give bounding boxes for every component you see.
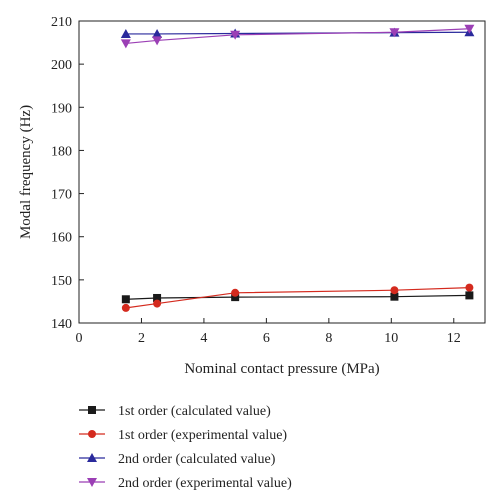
data-point <box>121 295 130 304</box>
data-point <box>465 283 474 292</box>
x-tick-label: 4 <box>200 331 207 346</box>
y-tick-label: 150 <box>51 274 72 289</box>
series-1 <box>121 291 474 304</box>
data-point <box>231 288 240 297</box>
legend-label: 1st order (calculated value) <box>118 404 271 419</box>
legend-marker <box>88 430 96 438</box>
data-point <box>231 293 240 302</box>
data-point <box>390 286 399 295</box>
data-point <box>465 291 474 300</box>
y-tick-label: 190 <box>51 101 72 116</box>
data-point <box>389 28 400 38</box>
y-tick-label: 160 <box>51 231 72 246</box>
series-line <box>125 294 470 300</box>
legend-label: 1st order (experimental value) <box>118 428 287 443</box>
legend-marker <box>87 453 97 462</box>
y-tick-label: 200 <box>51 58 72 73</box>
data-point <box>120 28 131 38</box>
series-2 <box>121 283 474 312</box>
y-tick-label: 210 <box>51 15 72 30</box>
legend-item: 2nd order (calculated value) <box>79 452 276 467</box>
x-tick-label: 2 <box>138 331 145 346</box>
data-point <box>153 299 162 308</box>
y-axis-label: Modal frequency (Hz) <box>18 105 34 239</box>
y-tick-label: 140 <box>51 317 72 332</box>
legend-item: 2nd order (experimental value) <box>79 476 292 491</box>
legend-label: 2nd order (calculated value) <box>118 452 276 467</box>
series-line <box>125 28 470 45</box>
series-4 <box>120 24 475 49</box>
data-point <box>464 24 475 34</box>
legend-marker <box>87 478 97 487</box>
legend-item: 1st order (calculated value) <box>79 404 271 419</box>
data-point <box>153 293 162 302</box>
x-tick-label: 0 <box>76 331 83 346</box>
legend: 1st order (calculated value) 1st order (e… <box>79 404 292 491</box>
x-tick-label: 6 <box>263 331 270 346</box>
data-point <box>120 39 131 49</box>
data-point <box>152 36 163 46</box>
x-axis-label: Nominal contact pressure (MPa) <box>184 361 379 377</box>
legend-item: 1st order (experimental value) <box>79 428 287 443</box>
legend-marker <box>88 406 96 414</box>
plot-frame <box>78 20 486 324</box>
series-layer <box>120 24 475 312</box>
x-tick-label: 10 <box>384 331 398 346</box>
axes: 0 2 4 6 8 10 12 140 150 160 170 180 190 200 210 <box>51 15 461 346</box>
data-point <box>390 292 399 301</box>
data-point <box>121 303 130 312</box>
y-tick-label: 180 <box>51 144 72 159</box>
series-3 <box>120 27 475 38</box>
data-point <box>152 28 163 38</box>
y-tick-label: 170 <box>51 188 72 203</box>
legend-label: 2nd order (experimental value) <box>118 476 292 491</box>
x-tick-label: 8 <box>325 331 332 346</box>
data-point <box>230 30 241 40</box>
x-tick-label: 12 <box>447 331 461 346</box>
